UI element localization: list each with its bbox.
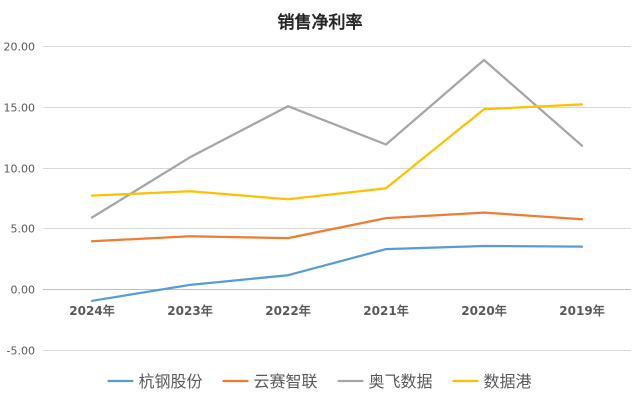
data-point bbox=[286, 104, 291, 109]
y-tick-label: 5.00 bbox=[11, 223, 36, 236]
data-point bbox=[90, 193, 95, 198]
x-axis: 2024年 2023年 2022年 2021年 2020年 2019年 bbox=[69, 303, 604, 318]
y-tick-label: 10.00 bbox=[4, 163, 36, 176]
data-point bbox=[90, 215, 95, 220]
series-line bbox=[90, 103, 584, 201]
data-point bbox=[286, 197, 291, 202]
x-tick-label: 2021年 bbox=[363, 303, 408, 318]
legend-item: 数据港 bbox=[452, 372, 532, 391]
data-point bbox=[482, 210, 487, 215]
series-line bbox=[90, 211, 584, 243]
data-point bbox=[580, 244, 585, 249]
legend-item: 奥飞数据 bbox=[337, 372, 433, 391]
data-point bbox=[580, 102, 585, 107]
legend-label: 杭钢股份 bbox=[139, 372, 203, 391]
y-tick-label: -5.00 bbox=[7, 345, 35, 358]
legend-label: 数据港 bbox=[484, 372, 532, 391]
legend-item: 杭钢股份 bbox=[107, 372, 203, 391]
data-point bbox=[384, 216, 389, 221]
plot-area bbox=[90, 58, 585, 303]
legend-label: 云赛智联 bbox=[254, 372, 318, 391]
data-point bbox=[580, 217, 585, 222]
x-tick-label: 2023年 bbox=[167, 303, 212, 318]
data-point bbox=[90, 298, 95, 303]
data-point bbox=[384, 247, 389, 252]
data-point bbox=[384, 142, 389, 147]
data-point bbox=[90, 239, 95, 244]
data-point bbox=[580, 143, 585, 148]
series bbox=[90, 58, 585, 220]
legend: 杭钢股份 云赛智联 奥飞数据 数据港 bbox=[107, 372, 532, 391]
y-tick-label: 0.00 bbox=[11, 284, 36, 297]
data-point bbox=[482, 244, 487, 249]
series bbox=[90, 244, 585, 303]
x-tick-label: 2020年 bbox=[461, 303, 506, 318]
series-line bbox=[90, 58, 584, 219]
series bbox=[90, 210, 585, 244]
x-tick-label: 2024年 bbox=[69, 303, 114, 318]
x-tick-label: 2019年 bbox=[559, 303, 604, 318]
data-point bbox=[286, 236, 291, 241]
data-point bbox=[188, 282, 193, 287]
y-tick-label: 15.00 bbox=[4, 102, 36, 115]
y-axis: -5.00 0.00 5.00 10.00 15.00 20.00 bbox=[4, 41, 36, 358]
legend-item: 云赛智联 bbox=[222, 372, 318, 391]
data-point bbox=[188, 189, 193, 194]
data-point bbox=[482, 58, 487, 63]
x-tick-label: 2022年 bbox=[265, 303, 310, 318]
data-point bbox=[188, 234, 193, 239]
data-point bbox=[286, 273, 291, 278]
series-line bbox=[90, 244, 584, 302]
legend-label: 奥飞数据 bbox=[369, 372, 433, 391]
data-point bbox=[482, 107, 487, 112]
data-point bbox=[188, 155, 193, 160]
chart-title: 销售净利率 bbox=[278, 12, 363, 33]
series bbox=[90, 102, 585, 202]
y-tick-label: 20.00 bbox=[4, 41, 36, 54]
data-point bbox=[384, 186, 389, 191]
